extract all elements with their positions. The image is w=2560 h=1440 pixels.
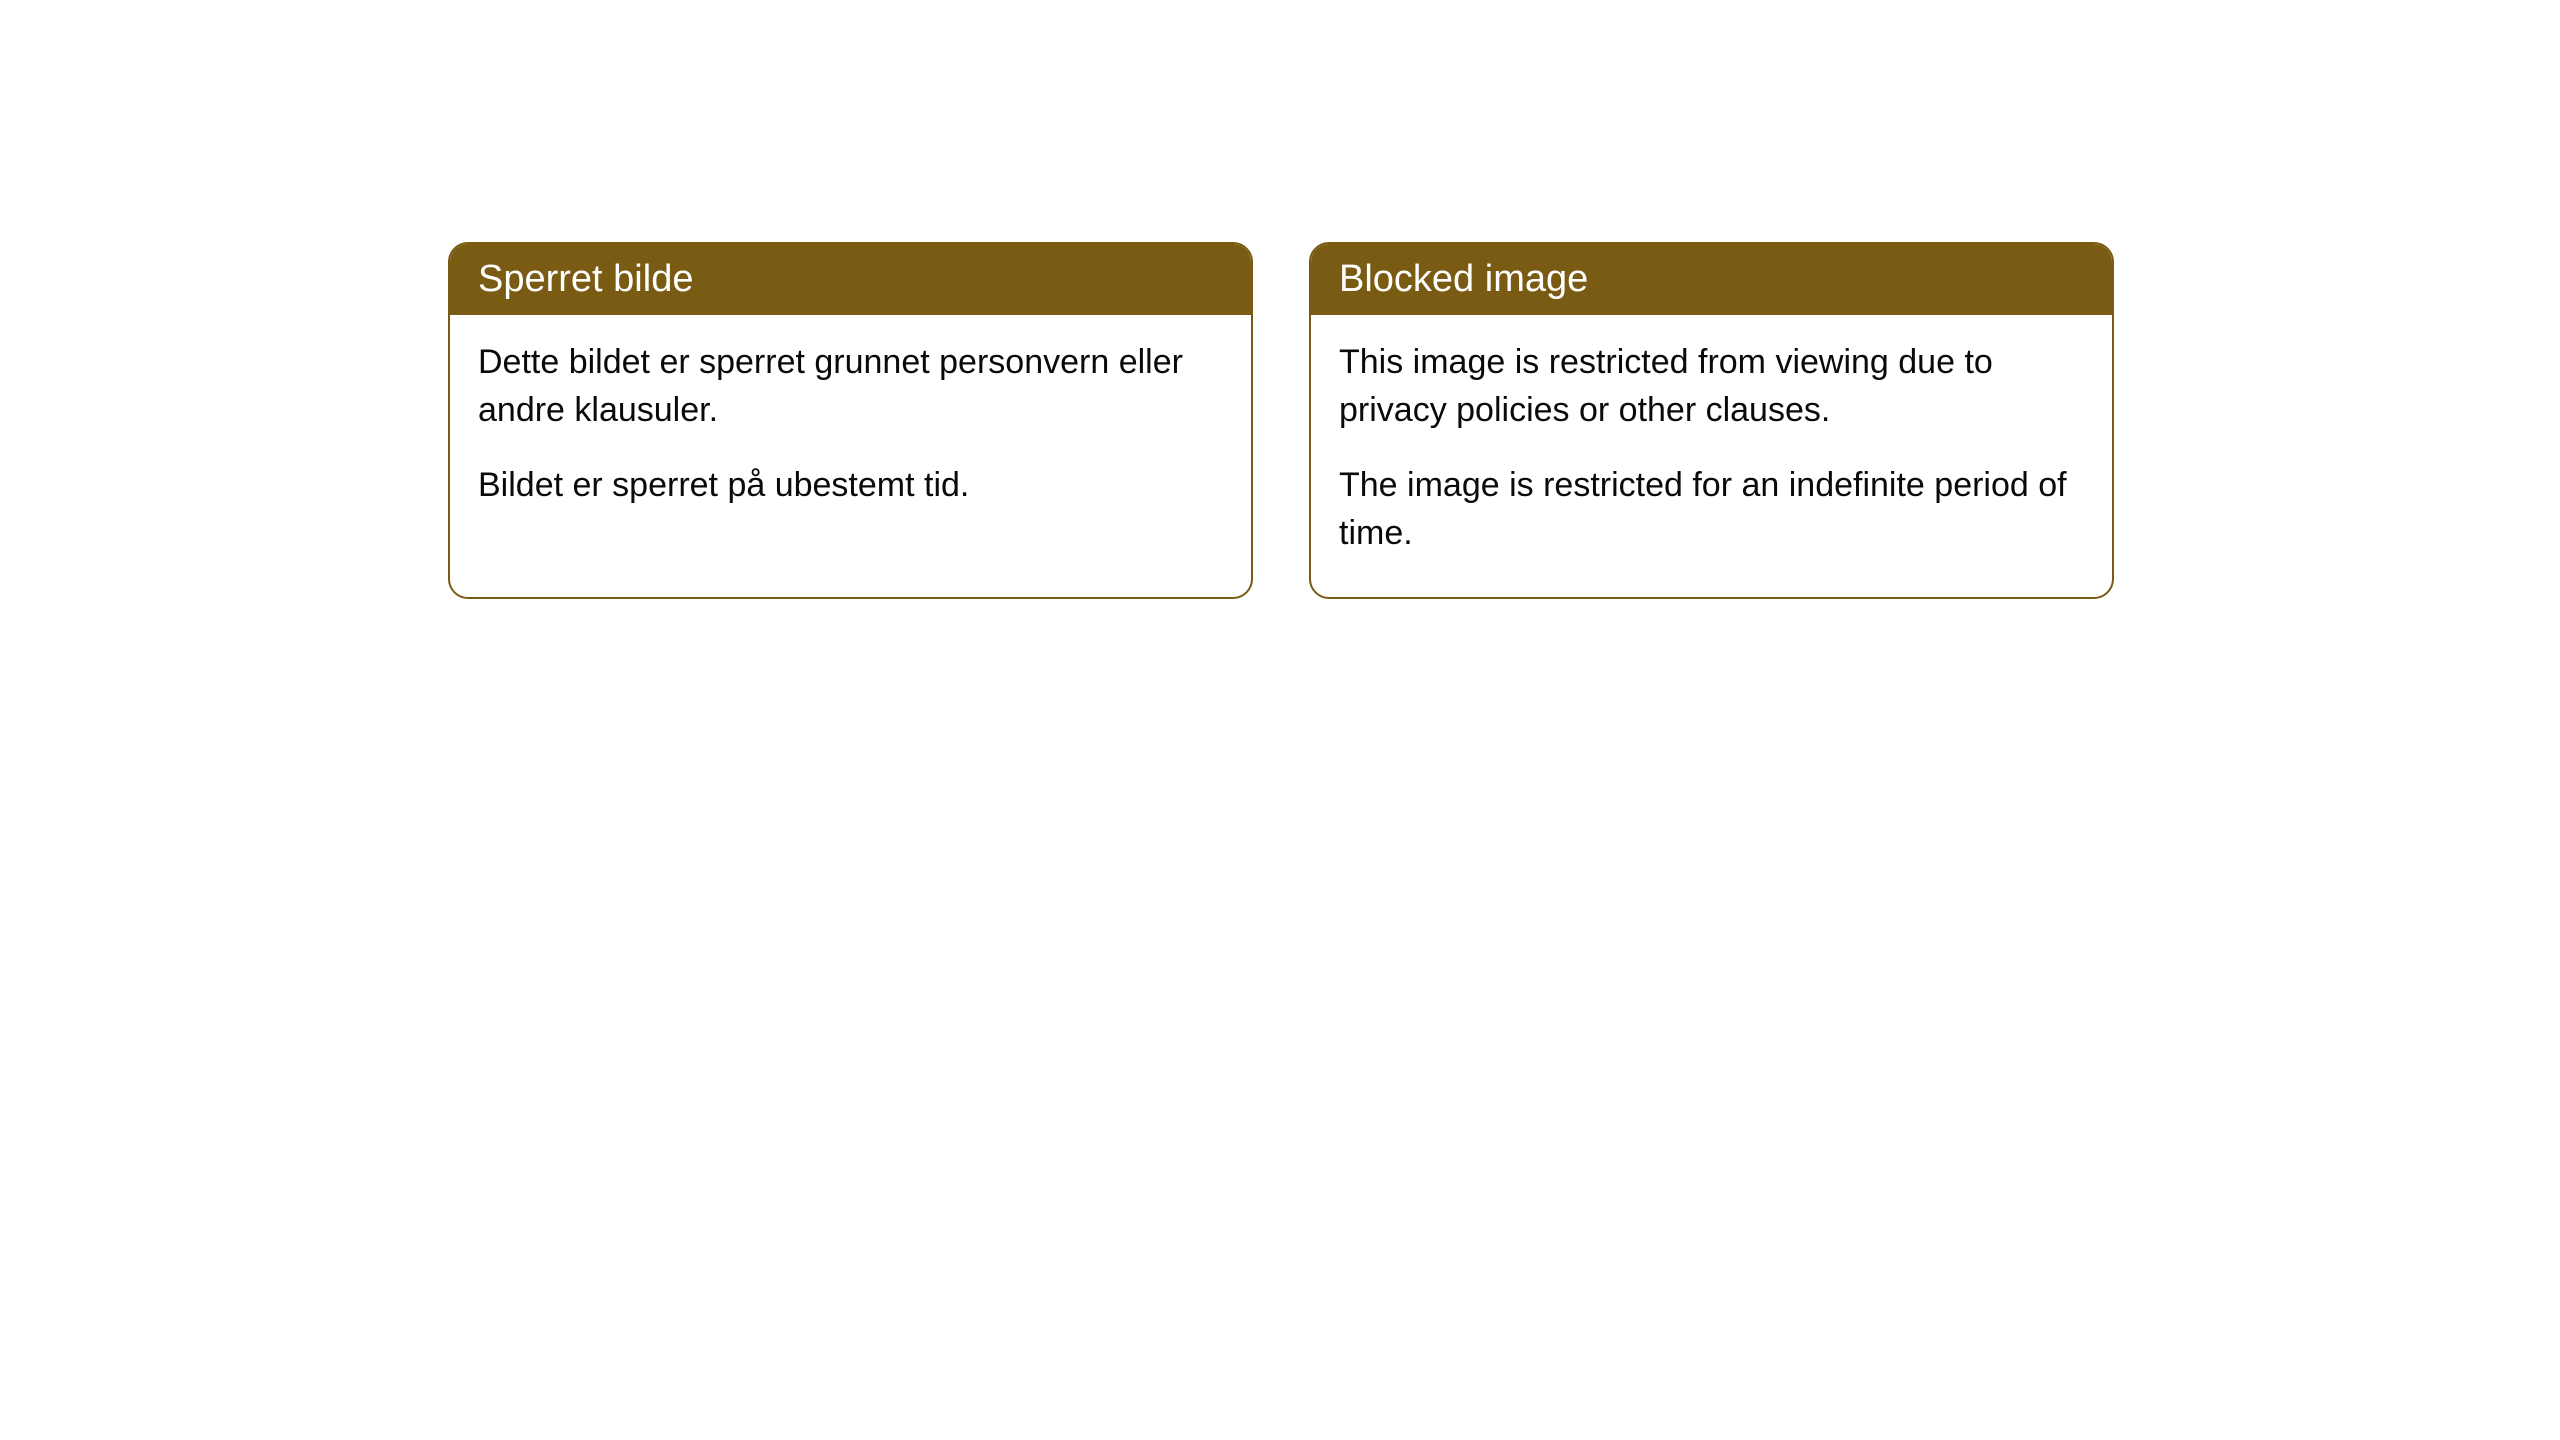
card-body: Dette bildet er sperret grunnet personve… bbox=[450, 315, 1251, 550]
card-paragraph: Bildet er sperret på ubestemt tid. bbox=[478, 462, 1223, 510]
card-body: This image is restricted from viewing du… bbox=[1311, 315, 2112, 597]
card-title: Sperret bilde bbox=[478, 258, 693, 300]
card-title: Blocked image bbox=[1339, 258, 1588, 300]
card-paragraph: Dette bildet er sperret grunnet personve… bbox=[478, 339, 1223, 434]
blocked-image-card-english: Blocked image This image is restricted f… bbox=[1309, 242, 2114, 599]
card-header: Sperret bilde bbox=[450, 244, 1251, 315]
card-paragraph: This image is restricted from viewing du… bbox=[1339, 339, 2084, 434]
blocked-image-card-norwegian: Sperret bilde Dette bildet er sperret gr… bbox=[448, 242, 1253, 599]
card-paragraph: The image is restricted for an indefinit… bbox=[1339, 462, 2084, 557]
cards-container: Sperret bilde Dette bildet er sperret gr… bbox=[448, 242, 2114, 599]
card-header: Blocked image bbox=[1311, 244, 2112, 315]
